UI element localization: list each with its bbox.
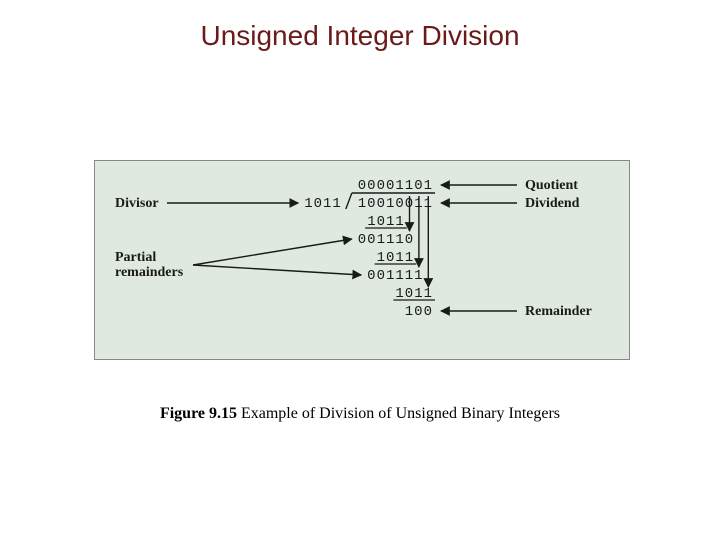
- division-diagram: 0000110110010011101110110011101011001111…: [94, 160, 630, 360]
- slide-title: Unsigned Integer Division: [0, 20, 720, 52]
- dividend-value: 10010011: [358, 196, 433, 212]
- dividend-label: Dividend: [525, 196, 580, 211]
- remainder-label: Remainder: [525, 304, 592, 319]
- work-row-3: 001111: [367, 268, 423, 284]
- slide: Unsigned Integer Division 00001101100100…: [0, 0, 720, 540]
- divisor-label: Divisor: [115, 196, 159, 211]
- figure-caption-text: Example of Division of Unsigned Binary I…: [237, 405, 560, 422]
- quotient-value: 00001101: [358, 178, 433, 194]
- partial-label-2: remainders: [115, 265, 184, 280]
- work-row-1: 001110: [358, 232, 414, 248]
- partial-label-1: Partial: [115, 250, 156, 265]
- quotient-label: Quotient: [525, 178, 578, 193]
- divisor-value: 1011: [304, 196, 342, 212]
- figure-number: Figure 9.15: [160, 405, 237, 422]
- figure-caption: Figure 9.15 Example of Division of Unsig…: [0, 405, 720, 423]
- work-row-5: 100: [405, 304, 433, 320]
